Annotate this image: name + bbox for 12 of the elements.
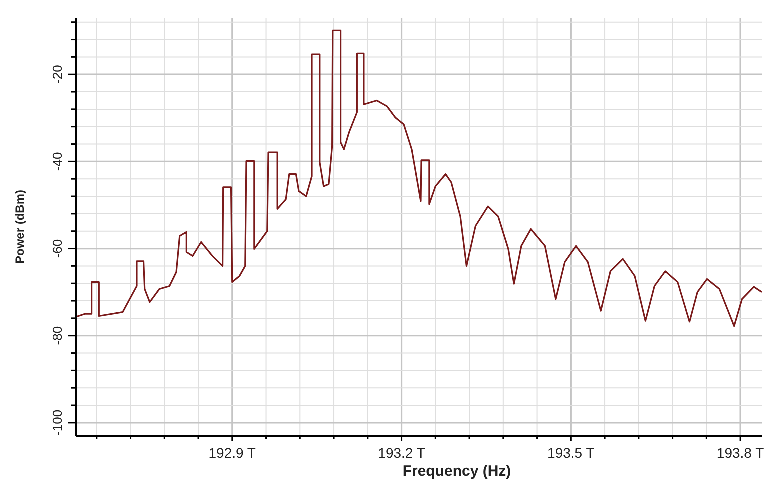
line-series bbox=[75, 30, 763, 328]
x-tick-label: 193.5 T bbox=[548, 445, 596, 461]
x-tick-label: 193.8 T bbox=[716, 445, 765, 461]
x-axis-title: Frequency (Hz) bbox=[402, 463, 512, 480]
y-tick-label: -80 bbox=[50, 326, 65, 346]
x-tick-label: 193.2 T bbox=[378, 445, 426, 461]
y-tick-label: -60 bbox=[50, 239, 65, 258]
x-tick-label: 192.9 T bbox=[208, 445, 256, 461]
y-tick-label: -100 bbox=[50, 410, 65, 436]
y-tick-label: -40 bbox=[50, 152, 65, 172]
y-axis-title: Power (dBm) bbox=[13, 190, 27, 264]
y-tick-label: -20 bbox=[50, 65, 65, 84]
